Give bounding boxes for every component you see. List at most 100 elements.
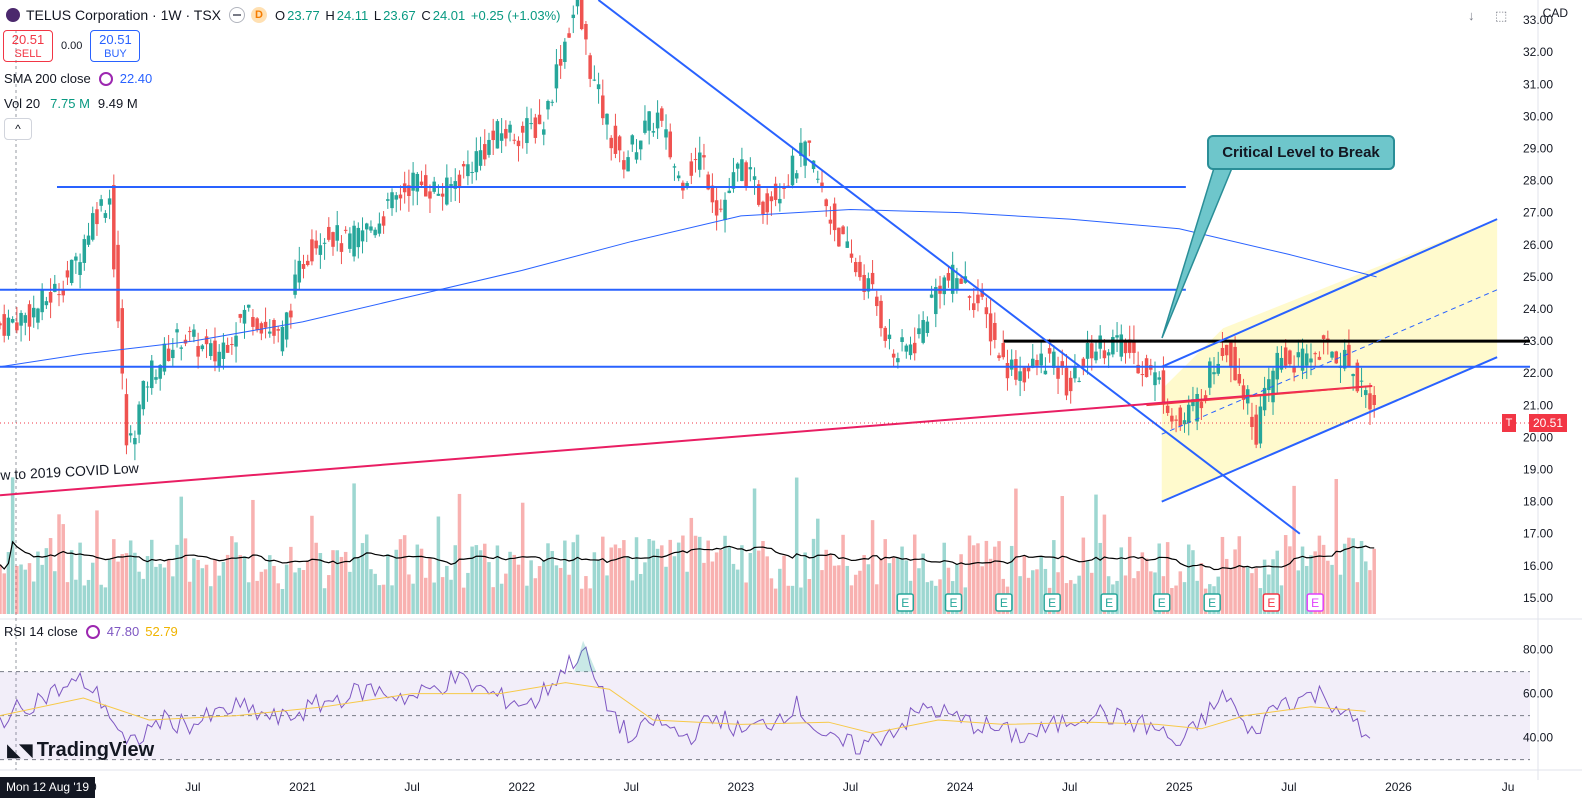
tradingview-logo-icon: ◣◥ xyxy=(7,740,33,760)
sma-legend[interactable]: SMA 200 close 22.40 xyxy=(4,71,152,86)
candle-body xyxy=(1203,395,1208,400)
volume-bar xyxy=(896,557,900,614)
candle-body xyxy=(668,131,672,158)
short-red-trendline xyxy=(1146,385,1373,407)
volume-bar xyxy=(1077,575,1081,614)
candle-body xyxy=(693,159,698,161)
volume-bar xyxy=(731,563,736,614)
volume-bar xyxy=(1224,558,1229,614)
volume-bar xyxy=(891,557,896,614)
volume-bar xyxy=(1262,559,1267,614)
candle-body xyxy=(255,318,259,331)
volume-bar xyxy=(879,558,883,614)
ohlc-low: 23.67 xyxy=(383,7,416,23)
collapse-legend-button[interactable]: ^ xyxy=(4,118,32,140)
buy-button[interactable]: 20.51 BUY xyxy=(90,30,141,62)
sell-button[interactable]: 20.51 SELL xyxy=(3,30,53,62)
volume-bar xyxy=(1334,478,1339,614)
volume-bar xyxy=(660,545,664,614)
volume-bar xyxy=(251,499,255,614)
volume-bar xyxy=(976,543,980,614)
time-tick-label: 2022 xyxy=(508,780,535,794)
candle-body xyxy=(128,433,133,436)
candle-body xyxy=(735,163,740,169)
candle-body xyxy=(217,351,221,367)
sma-settings-icon[interactable] xyxy=(98,71,113,86)
volume-ma-line xyxy=(0,540,1375,571)
candle-body xyxy=(15,322,19,331)
volume-bar xyxy=(112,539,116,614)
candle-body xyxy=(761,201,765,215)
volume-bar xyxy=(1220,536,1225,614)
volume-bar xyxy=(0,564,2,614)
tradingview-logo[interactable]: ◣◥ TradingView xyxy=(7,739,154,762)
candle-body xyxy=(571,14,576,19)
candle-body xyxy=(803,141,807,166)
candle-body xyxy=(65,270,70,278)
ohlc-values: O 23.77 H 24.11 L 23.67 C 24.01 +0.25 (+1.03… xyxy=(275,8,562,23)
currency-label[interactable]: CAD xyxy=(1542,6,1568,20)
candle-body xyxy=(558,59,563,66)
volume-bar xyxy=(988,558,993,614)
data-badge[interactable]: D xyxy=(251,7,268,23)
candle-body xyxy=(69,259,74,284)
chevron-down-icon[interactable]: ↓ xyxy=(1468,8,1475,23)
volume-bar xyxy=(19,564,23,614)
candle-body xyxy=(773,183,778,200)
candle-body xyxy=(757,184,761,205)
candle-body xyxy=(1102,350,1107,359)
volume-bar xyxy=(280,588,285,614)
candle-body xyxy=(154,377,158,380)
candle-body xyxy=(1073,366,1077,379)
candle-body xyxy=(626,157,630,172)
candle-body xyxy=(461,164,466,167)
candle-body xyxy=(293,274,297,295)
vol-value-1: 7.75 M xyxy=(50,96,90,111)
candle-body xyxy=(1052,351,1056,368)
volume-bar xyxy=(693,535,698,614)
volume-bar xyxy=(773,588,778,614)
volume-bar xyxy=(504,573,508,614)
earnings-marker-label: E xyxy=(950,596,958,610)
candle-body xyxy=(799,142,803,156)
rsi-value: 47.80 xyxy=(106,624,140,639)
volume-bar xyxy=(377,585,382,614)
volume-bar xyxy=(828,554,833,614)
volume-bar xyxy=(609,547,613,614)
volume-bar xyxy=(293,572,297,614)
volume-bar xyxy=(483,543,487,614)
sell-label: SELL xyxy=(14,48,42,60)
volume-bar xyxy=(1364,561,1368,614)
volume-bar xyxy=(1338,574,1343,614)
time-tick-label: Jul xyxy=(843,780,858,794)
candle-body xyxy=(103,213,108,218)
candle-body xyxy=(1186,404,1191,424)
volume-bar xyxy=(1140,552,1145,614)
candle-body xyxy=(1115,335,1119,338)
volume-bar xyxy=(407,574,411,614)
volume-bar xyxy=(1186,544,1191,614)
symbol-title[interactable]: TELUS Corporation · 1W · TSX xyxy=(26,7,222,23)
rsi-legend[interactable]: RSI 14 close 47.80 52.79 xyxy=(4,624,178,639)
candle-body xyxy=(1347,344,1351,367)
candle-body xyxy=(533,117,538,138)
volume-bar xyxy=(579,588,584,614)
volume-bar xyxy=(390,585,394,614)
volume-bar xyxy=(339,556,344,614)
earnings-marker-label: E xyxy=(1158,596,1166,610)
volume-bar xyxy=(297,567,302,614)
volume-legend[interactable]: Vol 20 7.75 M 9.49 M xyxy=(4,96,138,111)
volume-bar xyxy=(154,566,158,614)
candle-body xyxy=(120,308,124,374)
candle-body xyxy=(348,233,352,249)
candle-body xyxy=(158,365,162,379)
volume-bar xyxy=(137,571,141,614)
candle-body xyxy=(917,328,921,335)
candle-body xyxy=(377,223,382,234)
volume-bar xyxy=(1296,570,1301,614)
rsi-settings-icon[interactable] xyxy=(85,624,100,639)
volume-bar xyxy=(1085,561,1090,614)
fullscreen-icon[interactable]: ⬚ xyxy=(1495,8,1508,23)
candle-body xyxy=(807,140,812,143)
